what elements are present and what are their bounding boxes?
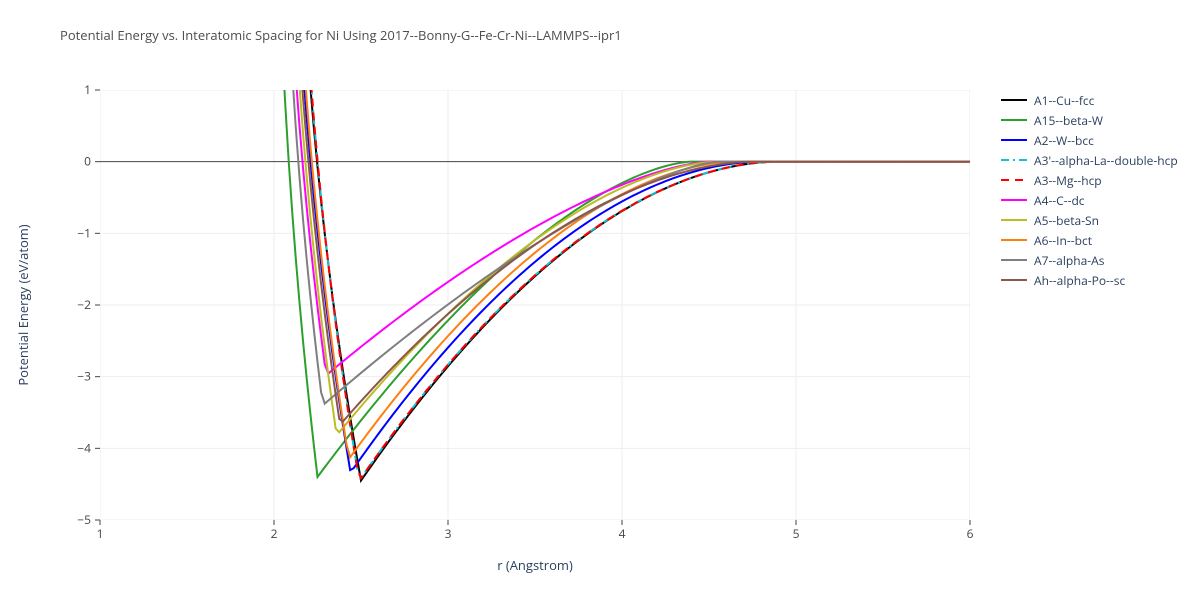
legend-swatch (1000, 93, 1028, 107)
legend-swatch (1000, 113, 1028, 127)
legend-swatch (1000, 193, 1028, 207)
legend-item[interactable]: A5--beta-Sn (1000, 210, 1178, 230)
chart-title: Potential Energy vs. Interatomic Spacing… (60, 26, 622, 44)
svg-text:−4: −4 (77, 439, 91, 456)
legend: A1--Cu--fcc A15--beta-W A2--W--bcc A3'--… (1000, 90, 1178, 290)
legend-swatch (1000, 133, 1028, 147)
svg-text:5: 5 (793, 525, 800, 542)
legend-swatch (1000, 153, 1028, 167)
svg-text:−2: −2 (77, 296, 91, 313)
legend-swatch (1000, 273, 1028, 287)
legend-item[interactable]: A1--Cu--fcc (1000, 90, 1178, 110)
legend-item[interactable]: A3--Mg--hcp (1000, 170, 1178, 190)
legend-label: A3--Mg--hcp (1034, 172, 1102, 189)
legend-swatch (1000, 233, 1028, 247)
y-axis-title: Potential Energy (eV/atom) (14, 90, 32, 520)
svg-text:3: 3 (445, 525, 452, 542)
svg-text:−1: −1 (77, 224, 91, 241)
legend-item[interactable]: A7--alpha-As (1000, 250, 1178, 270)
legend-item[interactable]: A15--beta-W (1000, 110, 1178, 130)
legend-swatch (1000, 253, 1028, 267)
legend-item[interactable]: A3'--alpha-La--double-hcp (1000, 150, 1178, 170)
legend-item[interactable]: A4--C--dc (1000, 190, 1178, 210)
legend-swatch (1000, 173, 1028, 187)
legend-label: A7--alpha-As (1034, 252, 1104, 269)
plot-area: 123456−5−4−3−2−101 (100, 90, 970, 520)
svg-text:1: 1 (97, 525, 104, 542)
legend-item[interactable]: Ah--alpha-Po--sc (1000, 270, 1178, 290)
legend-label: A1--Cu--fcc (1034, 92, 1094, 109)
chart-container: Potential Energy vs. Interatomic Spacing… (0, 0, 1200, 600)
svg-text:4: 4 (619, 525, 626, 542)
legend-label: A6--In--bct (1034, 232, 1092, 249)
legend-label: A3'--alpha-La--double-hcp (1034, 152, 1178, 169)
svg-text:0: 0 (84, 153, 91, 170)
legend-label: A2--W--bcc (1034, 132, 1094, 149)
legend-item[interactable]: A6--In--bct (1000, 230, 1178, 250)
legend-swatch (1000, 213, 1028, 227)
legend-label: A5--beta-Sn (1034, 212, 1099, 229)
legend-item[interactable]: A2--W--bcc (1000, 130, 1178, 150)
axes-svg: 1 2 3 4 5 6 −5 −4 −3 −2 −1 0 1 (60, 80, 980, 550)
x-axis-title: r (Angstrom) (100, 556, 970, 574)
svg-text:−5: −5 (77, 511, 91, 528)
legend-label: Ah--alpha-Po--sc (1034, 272, 1125, 289)
svg-text:1: 1 (84, 81, 91, 98)
svg-text:6: 6 (967, 525, 974, 542)
legend-label: A15--beta-W (1034, 112, 1103, 129)
svg-text:−3: −3 (77, 368, 91, 385)
legend-label: A4--C--dc (1034, 192, 1085, 209)
svg-text:2: 2 (271, 525, 278, 542)
